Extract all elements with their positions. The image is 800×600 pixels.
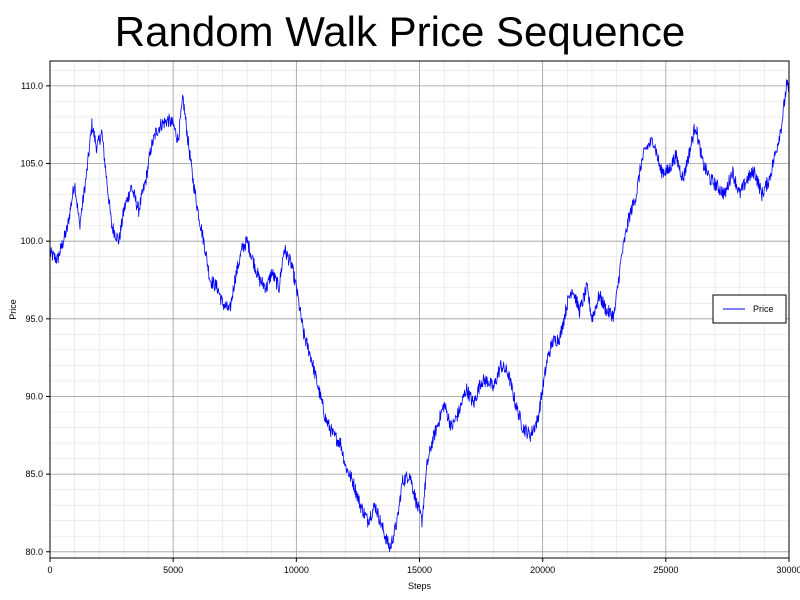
y-axis-ticks: 80.0 85.0 90.0 95.0 100.0 105.0 110.0 xyxy=(20,81,50,557)
x-tick-label: 30000 xyxy=(776,565,800,575)
y-tick-label: 95.0 xyxy=(25,314,43,324)
legend: Price xyxy=(712,294,787,324)
major-grid xyxy=(50,61,789,558)
y-axis-label: Price xyxy=(8,299,18,320)
series-line-price xyxy=(49,79,790,553)
x-axis-label: Steps xyxy=(408,581,432,591)
x-tick-label: 0 xyxy=(47,565,52,575)
y-tick-label: 105.0 xyxy=(20,159,43,169)
chart-title: Random Walk Price Sequence xyxy=(114,8,686,55)
x-tick-label: 15000 xyxy=(407,565,432,575)
y-tick-label: 100.0 xyxy=(20,236,43,246)
x-tick-label: 5000 xyxy=(163,565,183,575)
y-tick-label: 90.0 xyxy=(25,391,43,401)
y-tick-label: 80.0 xyxy=(25,547,43,557)
legend-entry-price: Price xyxy=(753,304,774,314)
y-tick-label: 85.0 xyxy=(25,469,43,479)
x-tick-label: 10000 xyxy=(284,565,309,575)
x-tick-label: 25000 xyxy=(653,565,678,575)
y-tick-label: 110.0 xyxy=(21,81,43,91)
x-axis-ticks: 0 5000 10000 15000 20000 25000 30000 xyxy=(47,558,800,575)
x-tick-label: 20000 xyxy=(530,565,555,575)
series-layer xyxy=(49,79,790,553)
